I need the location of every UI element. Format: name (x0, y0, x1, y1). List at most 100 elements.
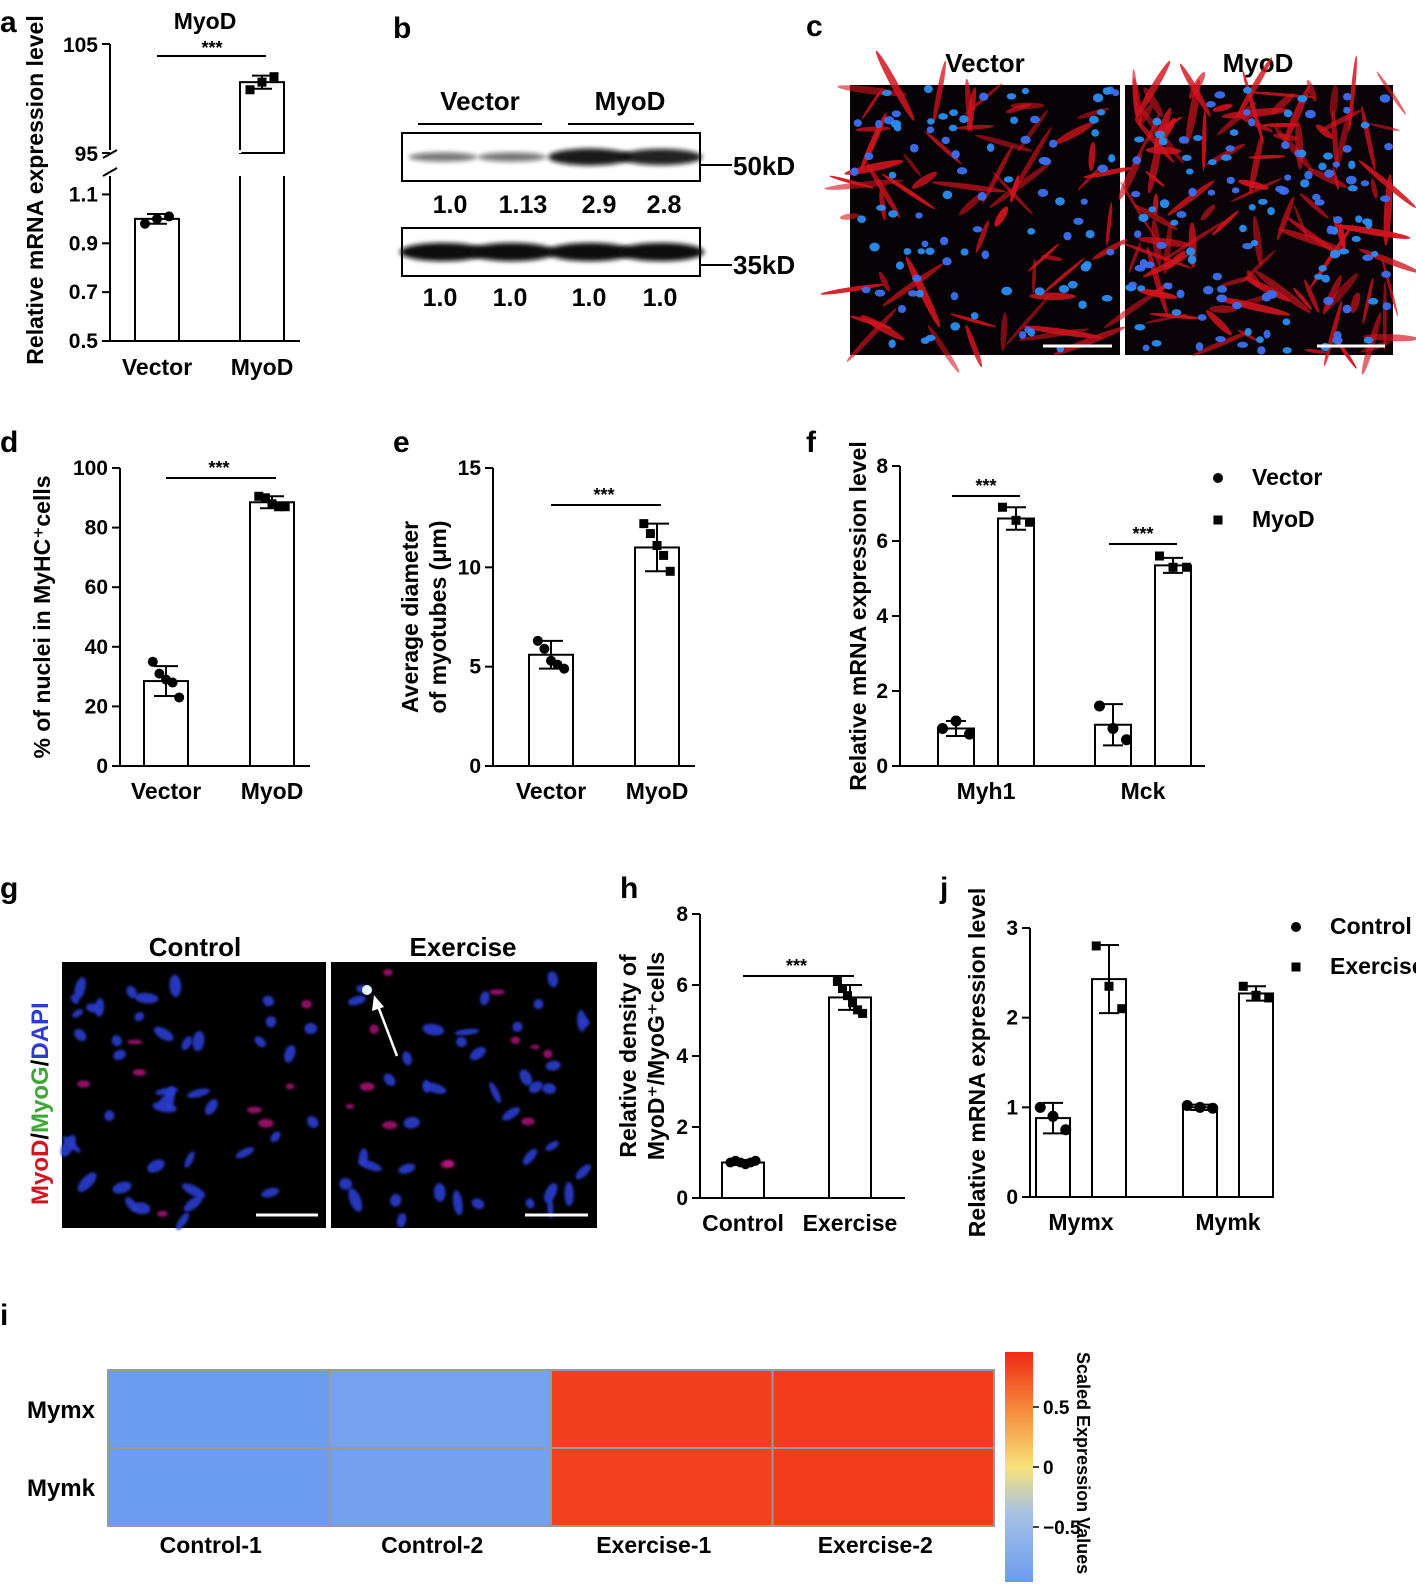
vector-myotube (1005, 293, 1052, 347)
myod-nucleus (1332, 161, 1341, 168)
myod-nucleus (1193, 135, 1203, 142)
myod-myotube (1383, 174, 1393, 246)
wb-bands (399, 148, 705, 262)
micrograph-c-cells (820, 50, 1416, 375)
y-axis-label-line: of myotubes (μm) (425, 521, 451, 714)
chart-f: 0 2 4 6 8 Myh1 *** Mck *** Relative mRNA expressi… (845, 441, 1322, 804)
myod-nucleus (1256, 336, 1264, 344)
control-nucleus (262, 995, 274, 1007)
myod-myotube (1189, 71, 1206, 99)
exercise-nucleus (348, 1188, 363, 1212)
myod-nucleus (1342, 92, 1352, 101)
x-tick-label: Vector (516, 778, 586, 804)
exercise-nucleus (433, 1183, 446, 1202)
micrograph-c-label-vector: Vector (945, 48, 1025, 78)
myod-myotube (1299, 193, 1329, 219)
data-point (964, 728, 975, 740)
vector-myotube (860, 315, 905, 341)
control-nucleus (62, 1136, 81, 1153)
control-myod-signal (126, 1039, 143, 1045)
myod-myotube (1121, 242, 1193, 269)
legend-marker (1213, 515, 1223, 525)
myod-myotube (1162, 220, 1227, 261)
y-tick-label: 40 (85, 636, 108, 659)
data-point (853, 1005, 863, 1015)
y-tick-label: 1.1 (69, 183, 99, 206)
heatmap-column-label: Exercise-1 (596, 1532, 711, 1558)
myod-nucleus (1257, 346, 1266, 355)
stain-legend-dapi: DAPI (27, 1002, 54, 1059)
vector-myotube (1106, 202, 1113, 246)
axis-break-mark (102, 167, 118, 177)
vector-myotube (965, 325, 983, 368)
control-myod-signal (285, 1083, 295, 1090)
y-tick-label: 2 (676, 1116, 688, 1139)
myod-myotube (1249, 134, 1263, 194)
myod-nucleus (1206, 100, 1216, 108)
myod-myotube (1278, 228, 1347, 253)
data-point (1207, 1102, 1219, 1114)
micrograph-panel-g: Control Exercise MyoD/MyoG/DAPI (27, 932, 597, 1230)
control-nucleus (306, 1116, 319, 1129)
control-nucleus (261, 1187, 280, 1198)
vector-nucleus (917, 248, 926, 255)
myod-nucleus (1156, 241, 1167, 250)
vector-myotube (1005, 103, 1032, 114)
y-tick-label: 4 (676, 1045, 688, 1068)
vector-nucleus (1091, 129, 1100, 137)
y-tick-label: 60 (85, 576, 108, 599)
exercise-nucleus (423, 1082, 447, 1094)
myod-myotube (1103, 290, 1159, 329)
wb-band-1-lane-3 (548, 148, 632, 166)
myod-myotube (1293, 287, 1313, 310)
data-point (1117, 1004, 1127, 1014)
data-point (1194, 1101, 1206, 1113)
vector-nucleus (1010, 116, 1019, 124)
heatmap-cell (107, 1447, 331, 1527)
exercise-nucleus (357, 1159, 382, 1172)
exercise-nucleus (502, 1107, 521, 1121)
data-point (174, 692, 185, 703)
exercise-nucleus (479, 991, 490, 1006)
wb-quant-50kd-4: 2.8 (647, 191, 682, 219)
exercise-myod-signal (383, 969, 393, 977)
x-tick-label: Myh1 (957, 778, 1016, 804)
vector-myotube (840, 213, 861, 220)
myod-myotube (1120, 181, 1156, 239)
myod-myotube (1215, 297, 1291, 316)
y-axis-label: Relative mRNA expression level (964, 888, 990, 1237)
data-point (167, 677, 178, 688)
myod-nucleus (1282, 347, 1292, 354)
vector-myotube (820, 283, 885, 295)
myod-nucleus (1298, 149, 1307, 158)
data-point (652, 540, 662, 550)
vector-myotube (824, 179, 904, 190)
data-point (280, 502, 290, 512)
vector-myotube (1032, 258, 1036, 294)
panel-label-i: i (0, 1299, 8, 1332)
vector-myotube (955, 124, 995, 130)
heatmap-row-label: Mymk (27, 1475, 96, 1502)
heatmap-cell (771, 1369, 995, 1449)
myod-myotube (1137, 289, 1178, 299)
myod-nucleus (1154, 130, 1166, 139)
myod-myotube (1138, 237, 1191, 247)
y-tick-label: 2 (1006, 1007, 1018, 1030)
control-nucleus (74, 977, 86, 1000)
y-tick-label: 0.9 (69, 232, 98, 255)
data-point (1047, 1110, 1059, 1122)
exercise-myod-signal (382, 1121, 398, 1130)
heatmap-cell (107, 1369, 331, 1449)
myod-myotube (1252, 215, 1263, 267)
vector-nucleus (1097, 164, 1108, 173)
myod-nucleus (1371, 250, 1379, 257)
data-point (659, 550, 669, 560)
myod-nucleus (1363, 336, 1374, 344)
myod-nucleus (1362, 254, 1374, 261)
legend-marker (1291, 962, 1301, 972)
control-nucleus (304, 1023, 318, 1035)
heatmap-row-label: Mymx (27, 1397, 96, 1424)
exercise-myod-signal (345, 1103, 355, 1109)
myod-nucleus (1134, 323, 1146, 331)
exercise-nucleus (577, 1010, 587, 1032)
